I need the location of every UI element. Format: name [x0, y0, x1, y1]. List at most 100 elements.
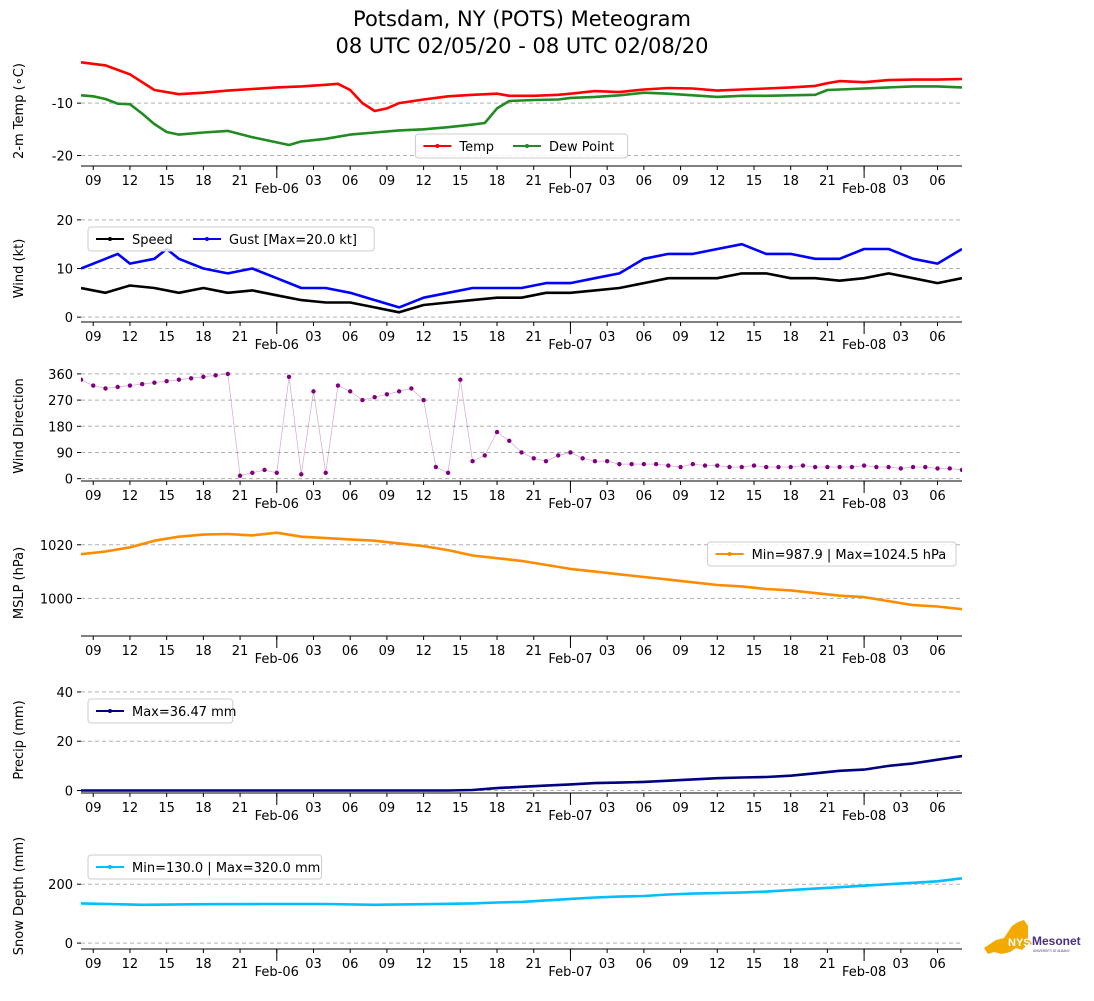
x-tick-label: 03: [305, 957, 322, 972]
legend-box: [87, 226, 375, 252]
direction-point: [127, 383, 133, 388]
x-tick-label: 12: [122, 330, 139, 345]
x-tick-label: 18: [195, 174, 212, 189]
direction-point: [311, 389, 316, 394]
direction-point: [543, 459, 549, 464]
x-tick-label: 21: [819, 801, 836, 816]
series-line-temp-1: [81, 85, 962, 147]
y-tick-label: 10: [56, 263, 73, 278]
ny-state-shape-icon: [984, 920, 1032, 954]
direction-point: [727, 464, 732, 470]
direction-connector: [288, 376, 302, 475]
x-tick-label: 18: [195, 957, 212, 972]
x-tick-label: 18: [782, 330, 799, 345]
x-tick-label: 18: [782, 644, 799, 659]
direction-point: [800, 463, 806, 468]
legend-temp: Temp Dew Point: [414, 133, 629, 159]
x-tick-label: 15: [746, 330, 763, 345]
direction-point: [666, 463, 671, 468]
day-label: Feb-07: [548, 338, 592, 353]
direction-connector: [411, 388, 424, 401]
direction-connector: [276, 376, 290, 473]
direction-point: [396, 389, 402, 394]
x-tick-label: 21: [819, 644, 836, 659]
x-tick-label: 12: [122, 174, 139, 189]
direction-point: [299, 472, 304, 477]
legend-marker: [525, 144, 529, 148]
x-tick-label: 21: [525, 489, 542, 504]
direction-connector: [521, 452, 534, 459]
direction-connector: [459, 379, 473, 462]
x-tick-label: 12: [709, 644, 726, 659]
legend-box: [87, 854, 323, 880]
direction-point: [690, 461, 696, 467]
x-tick-label: 15: [452, 644, 469, 659]
direction-point: [507, 438, 512, 444]
direction-point: [323, 470, 328, 476]
day-label: Feb-06: [255, 497, 299, 512]
direction-point: [874, 464, 879, 470]
x-tick-label: 09: [85, 330, 102, 345]
x-tick-label: 09: [672, 489, 689, 504]
direction-point: [604, 459, 610, 464]
x-tick-label: 03: [599, 330, 616, 345]
y-tick-label: 0: [65, 785, 73, 800]
y-tick-label: 20: [56, 214, 73, 229]
legend-marker: [205, 237, 209, 241]
x-tick-label: 09: [672, 801, 689, 816]
series-line-snow-0: [81, 877, 962, 907]
x-tick-label: 18: [782, 957, 799, 972]
legend-box: [707, 541, 957, 567]
x-tick-label: 21: [525, 174, 542, 189]
direction-point: [360, 397, 365, 403]
chart-title: Potsdam, NY (POTS) Meteogram 08 UTC 02/0…: [0, 6, 1044, 60]
x-tick-label: 21: [819, 330, 836, 345]
x-tick-label: 06: [929, 644, 946, 659]
day-label: Feb-06: [255, 809, 299, 824]
direction-point: [617, 461, 622, 467]
day-label: Feb-06: [255, 965, 299, 980]
x-tick-label: 06: [929, 957, 946, 972]
direction-point: [286, 374, 292, 380]
y-tick-label: 270: [48, 394, 73, 409]
direction-point: [629, 461, 634, 467]
direction-point: [678, 464, 683, 470]
x-tick-label: 03: [599, 801, 616, 816]
direction-point: [923, 464, 928, 470]
day-label: Feb-06: [255, 182, 299, 197]
direction-connector: [81, 379, 94, 386]
y-tick-label: -20: [52, 150, 73, 165]
x-tick-label: 03: [893, 801, 910, 816]
y-tick-label: 0: [65, 473, 73, 488]
x-tick-label: 21: [232, 644, 249, 659]
x-tick-label: 06: [636, 644, 653, 659]
x-tick-label: 06: [929, 801, 946, 816]
y-axis-label: Snow Depth (mm): [12, 837, 27, 955]
legend-marker: [108, 709, 112, 713]
x-tick-label: 06: [929, 174, 946, 189]
x-tick-label: 15: [158, 957, 175, 972]
x-tick-label: 09: [379, 489, 396, 504]
day-label: Feb-08: [842, 182, 886, 197]
x-tick-label: 12: [122, 957, 139, 972]
y-axis-label: Precip (mm): [12, 700, 27, 779]
x-tick-label: 12: [709, 801, 726, 816]
y-tick-label: 180: [48, 420, 73, 435]
direction-point: [458, 377, 463, 382]
y-tick-label: 20: [56, 735, 73, 750]
x-tick-label: 09: [672, 330, 689, 345]
day-label: Feb-08: [842, 809, 886, 824]
day-label: Feb-07: [548, 965, 592, 980]
legend-label: Dew Point: [549, 140, 614, 155]
direction-connector: [300, 391, 314, 475]
y-tick-label: 1020: [40, 539, 73, 554]
x-tick-label: 15: [452, 957, 469, 972]
x-tick-label: 18: [782, 489, 799, 504]
direction-point: [837, 464, 842, 470]
direction-point: [788, 464, 793, 470]
title-line-1: Potsdam, NY (POTS) Meteogram: [353, 7, 691, 31]
y-tick-label: 40: [56, 686, 73, 701]
panel-wind: 0 10 20 Wind (kt) 09 12 15 18 21 03 06 09 12 15 18 21 03…: [12, 214, 962, 353]
x-tick-label: 21: [525, 330, 542, 345]
x-tick-label: 18: [195, 644, 212, 659]
